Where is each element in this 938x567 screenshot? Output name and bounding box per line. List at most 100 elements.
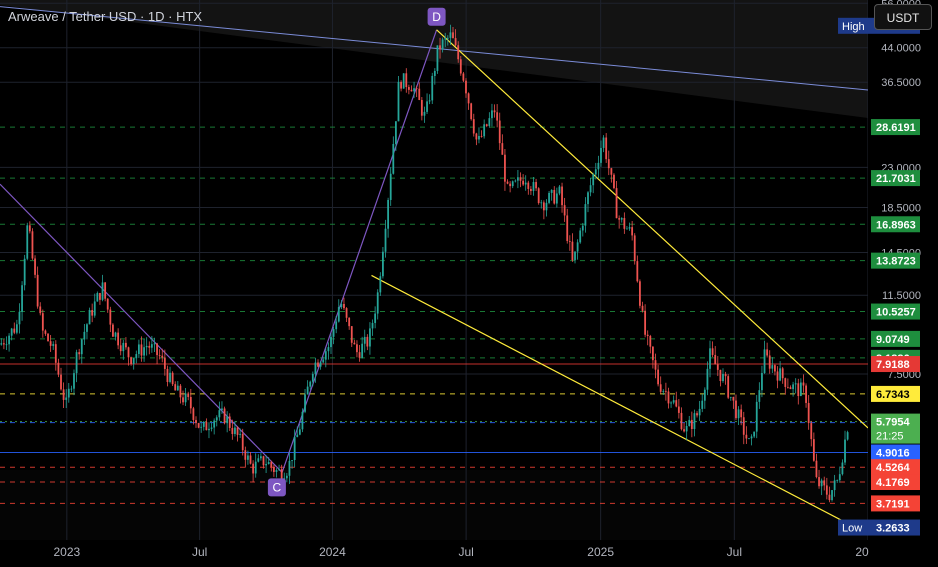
- candle-body: [413, 88, 415, 92]
- candle-body: [719, 369, 722, 382]
- price-level-badge: [871, 252, 920, 269]
- current-price-badge: [871, 413, 920, 444]
- candle-body: [779, 368, 782, 381]
- candle-body: [314, 362, 317, 374]
- candle-body: [358, 352, 361, 358]
- candle-body: [644, 310, 647, 335]
- price-level-badge-text: 4.5264: [876, 462, 911, 474]
- candle-body: [831, 490, 833, 501]
- candle-body: [690, 419, 693, 429]
- candle-body: [156, 343, 158, 356]
- candle-body: [735, 400, 737, 419]
- candle-body: [542, 202, 545, 211]
- candle-body: [626, 228, 628, 230]
- candle-body: [833, 480, 836, 491]
- candle-body: [706, 368, 709, 390]
- candle-body: [150, 344, 153, 348]
- candle-body: [789, 387, 792, 390]
- candle-body: [633, 235, 636, 262]
- candle-body: [407, 87, 410, 90]
- candle-body: [576, 242, 579, 252]
- candle-body: [748, 438, 750, 440]
- candle-body: [112, 324, 114, 337]
- candle-body: [436, 45, 439, 71]
- candle-body: [431, 75, 434, 101]
- candle-body: [262, 456, 265, 466]
- time-axis[interactable]: [0, 540, 868, 567]
- candle-body: [244, 450, 247, 460]
- price-level-badge-text: 4.9016: [876, 448, 910, 460]
- candle-body: [545, 202, 548, 211]
- candle-body: [125, 342, 127, 348]
- candle-body: [83, 331, 86, 340]
- candle-body: [182, 397, 184, 403]
- candle-body: [382, 251, 384, 277]
- candle-body: [285, 475, 288, 479]
- candle-body: [724, 373, 727, 377]
- candle-body: [257, 458, 260, 462]
- candle-body: [522, 180, 525, 185]
- candle-body: [805, 385, 807, 403]
- candle-body: [161, 355, 164, 358]
- candle-body: [566, 215, 569, 242]
- candle-body: [215, 417, 218, 421]
- candle-body: [579, 230, 582, 243]
- candle-body: [195, 419, 197, 424]
- candle-body: [330, 336, 332, 348]
- price-level-badge-text: 10.5257: [876, 307, 916, 319]
- candle-body: [799, 382, 802, 397]
- candle-body: [600, 147, 602, 163]
- candle-body: [836, 480, 839, 481]
- candle-body: [761, 373, 763, 391]
- candle-body: [465, 80, 467, 94]
- candle-body: [252, 463, 255, 474]
- candle-body: [332, 329, 335, 337]
- candle-body: [34, 258, 36, 275]
- pivot-label-text: D: [432, 10, 441, 24]
- candle-body: [810, 423, 813, 440]
- candle-body: [44, 330, 47, 334]
- candle-body: [8, 335, 10, 345]
- candle-body: [488, 118, 491, 126]
- candle-body: [106, 298, 109, 310]
- candle-body: [226, 416, 229, 424]
- candle-body: [267, 462, 270, 465]
- candle-body: [340, 303, 343, 308]
- candle-body: [587, 192, 589, 205]
- candle-body: [820, 480, 823, 487]
- currency-button[interactable]: USDT: [874, 4, 932, 30]
- candle-body: [293, 437, 296, 461]
- candle-body: [423, 111, 426, 116]
- candle-body: [501, 143, 504, 155]
- candle-body: [47, 333, 49, 342]
- candle-body: [659, 384, 662, 392]
- candle-body: [766, 349, 769, 356]
- candle-body: [179, 385, 182, 398]
- candle-body: [309, 381, 312, 387]
- candle-body: [247, 455, 249, 460]
- candle-body: [828, 494, 831, 501]
- candle-body: [236, 427, 239, 435]
- candle-body: [838, 474, 841, 481]
- candle-body: [70, 388, 73, 390]
- candle-body: [740, 409, 743, 418]
- candle-body: [415, 88, 418, 90]
- price-level-badge-text: 4.1769: [876, 477, 910, 489]
- candle-body: [797, 383, 800, 397]
- candle-body: [737, 409, 740, 419]
- countdown-text: 21:25: [876, 431, 904, 443]
- chart-title: Arweave / Tether USD · 1D · HTX: [8, 9, 203, 24]
- candle-body: [454, 38, 457, 46]
- candle-body: [610, 168, 613, 175]
- candle-body: [400, 81, 402, 89]
- candle-body: [374, 313, 377, 323]
- candle-body: [31, 231, 34, 259]
- candle-body: [0, 343, 3, 345]
- candle-body: [197, 423, 200, 428]
- candle-body: [758, 390, 761, 402]
- candle-body: [480, 136, 483, 137]
- candle-body: [278, 469, 280, 471]
- candle-body: [639, 281, 641, 306]
- candle-body: [449, 32, 452, 38]
